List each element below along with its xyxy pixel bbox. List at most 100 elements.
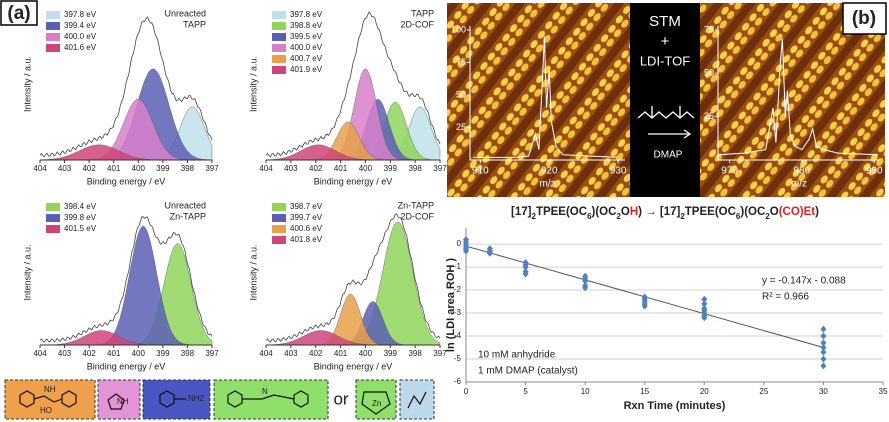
x-tick-label: 399	[156, 164, 170, 173]
scheme-text: +	[661, 33, 670, 50]
x-tick-label: 399	[384, 349, 398, 358]
x-tick-label: 400	[132, 349, 146, 358]
x-tick-label: 401	[107, 349, 121, 358]
data-point	[486, 249, 493, 257]
x-axis-label: Binding energy / eV	[314, 361, 393, 371]
legend-swatch	[272, 236, 286, 244]
y-axis-label: Intensity / a.u.	[248, 244, 258, 300]
sample-label: Zn-TAPP	[170, 211, 206, 221]
legend-label: 399.5 eV	[290, 32, 323, 41]
annotation: 1 mM DMAP (catalyst)	[478, 366, 578, 377]
stm-image	[447, 3, 630, 197]
data-point	[701, 314, 708, 322]
x-tick-label: 990	[866, 166, 883, 177]
x-tick-label: 397	[433, 164, 447, 173]
legend-swatch	[272, 22, 286, 30]
data-point	[820, 362, 827, 370]
sample-label: 2D-COF	[401, 211, 435, 221]
data-point	[463, 247, 469, 255]
data-point	[582, 277, 589, 285]
data-point	[820, 339, 827, 347]
data-point	[701, 300, 708, 308]
legend-swatch	[46, 203, 60, 211]
y-axis-label: Intensity / a.u.	[22, 244, 32, 300]
annotation: y = -0.147x - 0.088	[762, 276, 846, 287]
chem-label: NH	[117, 397, 129, 406]
title-part: 2	[680, 212, 685, 221]
legend-label: 399.4 eV	[64, 21, 97, 30]
label-box	[842, 2, 887, 35]
legend-swatch	[272, 66, 286, 74]
legend-swatch	[272, 33, 286, 41]
x-tick-label: 401	[334, 164, 348, 173]
or-text: or	[333, 389, 348, 408]
x-tick-label: 403	[58, 349, 72, 358]
panel-label: (b)	[852, 8, 876, 29]
title-part: )	[815, 206, 819, 218]
data-point	[820, 332, 827, 340]
x-tick-label: 970	[721, 166, 738, 177]
y-tick-label: 75	[704, 24, 714, 34]
envelope	[39, 216, 213, 343]
legend-swatch	[272, 11, 286, 19]
x-tick-label: 401	[334, 349, 348, 358]
x-tick-label: 15	[640, 387, 649, 396]
x-tick-label: 404	[259, 349, 273, 358]
legend-label: 399.8 eV	[64, 213, 97, 222]
data-point	[522, 270, 529, 278]
label-box	[0, 0, 38, 26]
legend-label: 400.0 eV	[290, 43, 323, 52]
x-tick-label: 403	[58, 164, 72, 173]
x-tick-label: 30	[819, 387, 828, 396]
title-part: TPEE(OC	[536, 206, 587, 218]
x-tick-label: 397	[205, 164, 219, 173]
data-point	[522, 263, 529, 271]
legend-label: 400.7 eV	[290, 54, 323, 63]
legend-swatch	[46, 44, 60, 52]
legend-label: 397.8 eV	[290, 10, 323, 19]
x-axis-label: Binding energy / eV	[87, 361, 166, 371]
data-point	[701, 295, 708, 303]
sample-label: TAPP	[183, 19, 206, 29]
x-tick-label: 403	[284, 164, 298, 173]
x-tick-label: 398	[408, 349, 422, 358]
title-part: )(OC	[592, 206, 617, 218]
y-tick-label: -4	[454, 331, 462, 340]
y-axis-label: ln (LDI area ROH )	[445, 258, 457, 352]
x-tick-label: 404	[259, 164, 273, 173]
x-tick-label: 980	[794, 166, 811, 177]
x-tick-label: 399	[384, 164, 398, 173]
structure-boxes	[4, 379, 435, 420]
title-part: 2	[616, 212, 621, 221]
x-tick-label: 25	[759, 387, 768, 396]
legend-swatch	[46, 22, 60, 30]
y-tick-label: 25	[704, 111, 714, 121]
title-part: O	[621, 206, 630, 218]
title-part: 6	[587, 212, 592, 221]
legend-swatch	[46, 33, 60, 41]
chart-title: [17]2TPEE(OC6)(OC2OH) → [17]2TPEE(OC6)(O…	[511, 206, 819, 221]
data-point	[641, 302, 648, 310]
data-point	[820, 344, 827, 352]
chem-label: NH2	[188, 394, 205, 403]
chem-label: NH	[44, 385, 56, 394]
x-tick-label: 402	[82, 164, 96, 173]
legend-label: 398.7 eV	[290, 202, 323, 211]
legend-label: 401.5 eV	[64, 224, 97, 233]
x-tick-label: 10	[581, 387, 590, 396]
x-tick-label: 404	[33, 164, 47, 173]
legend-label: 397.8 eV	[64, 10, 97, 19]
sample-label: TAPP	[411, 8, 434, 18]
y-tick-label: 0	[457, 239, 462, 248]
data-point	[820, 325, 827, 333]
y-tick-label: 75	[456, 57, 466, 67]
legend-label: 398.4 eV	[64, 202, 97, 211]
data-point	[820, 348, 827, 356]
x-tick-label: 0	[464, 387, 469, 396]
spectrum-line	[718, 38, 878, 156]
sample-label: Zn-TAPP	[398, 200, 434, 210]
x-tick-label: 402	[309, 349, 323, 358]
legend-label: 398.8 eV	[290, 21, 323, 30]
title-part: H	[630, 206, 638, 218]
y-axis-label: Intensity / a.u.	[22, 56, 32, 112]
